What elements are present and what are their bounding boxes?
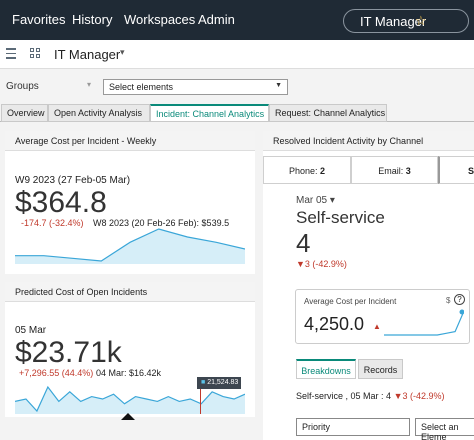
elements-select-value: Select elements <box>109 82 174 92</box>
kpi-value: $23.71k <box>15 336 122 369</box>
channel-label: Phone: <box>288 166 318 176</box>
channel-count-change: ▼3 (-42.9%) <box>296 259 347 269</box>
sparkline-area <box>15 229 245 264</box>
dropdown-value: Priority <box>302 422 331 432</box>
tab-label: Open Activity Analysis <box>54 108 143 118</box>
nav-favorites[interactable]: Favorites <box>12 12 66 27</box>
channel-tab-phone[interactable]: Phone: 2 <box>263 156 351 184</box>
scroll-indicator-icon[interactable] <box>121 413 135 420</box>
select-arrow-icon: ▼ <box>275 82 282 89</box>
date-value: Mar 05 <box>296 195 328 206</box>
weekly-cost-panel: Average Cost per Incident - Weekly W9 20… <box>5 131 255 274</box>
trend-up-icon: ▲ <box>373 322 381 331</box>
workspace-header: IT Manager ▾ <box>0 40 474 69</box>
panel-title: Average Cost per Incident - Weekly <box>5 131 255 151</box>
elements-select[interactable]: Select elements ▼ <box>103 79 288 95</box>
channel-count-value: 4 <box>296 228 311 258</box>
tab-label: Breakdowns <box>301 366 351 376</box>
breakdown-change: ▼3 (-42.9%) <box>393 391 445 401</box>
element-select-dropdown[interactable]: Select an Eleme <box>415 418 474 440</box>
current-app-name: IT Manager <box>360 14 427 29</box>
tab-label: Records <box>363 365 398 375</box>
dropdown-value: Select an Eleme <box>421 422 459 440</box>
tab-request-channel-analytics[interactable]: Request: Channel Analytics <box>269 104 387 122</box>
kpi-comparison: W8 2023 (20 Feb-26 Feb): $539.5 <box>93 218 230 228</box>
panel-title: Predicted Cost of Open Incidents <box>5 282 255 302</box>
channel-count: 2 <box>320 166 326 176</box>
channel-tab-email[interactable]: Email: 3 <box>351 156 438 184</box>
predicted-cost-panel: Predicted Cost of Open Incidents 05 Mar … <box>5 282 255 420</box>
tab-label: Incident: Channel Analytics <box>156 109 265 119</box>
chevron-down-icon[interactable]: ▾ <box>120 47 125 57</box>
card-sparkline <box>384 309 464 336</box>
tab-breakdowns[interactable]: Breakdowns <box>296 359 356 379</box>
tab-label: Overview <box>7 108 45 118</box>
tab-records[interactable]: Records <box>358 359 403 379</box>
groups-label: Groups <box>6 81 39 92</box>
avg-cost-card[interactable]: Average Cost per Incident $ ? 4,250.0 ▲ <box>295 289 470 344</box>
tab-overview[interactable]: Overview <box>1 104 48 122</box>
chart-tooltip: ■ 21,524.83 <box>197 377 241 389</box>
priority-dropdown[interactable]: Priority <box>296 418 410 436</box>
star-icon[interactable]: ☆ <box>415 13 427 28</box>
dashboard-tabs: Overview Open Activity Analysis Incident… <box>0 104 474 122</box>
channel-label: Email: <box>378 166 404 176</box>
nav-history[interactable]: History <box>72 12 113 27</box>
current-app-pill[interactable]: IT Manager ☆ <box>343 9 469 33</box>
chart-cursor-line <box>200 389 201 414</box>
card-title: Average Cost per Incident <box>304 297 397 306</box>
nav-workspaces[interactable]: Workspaces <box>124 12 196 27</box>
grid-icon[interactable] <box>30 48 40 58</box>
channel-label: S <box>468 166 474 176</box>
help-icon[interactable]: ? <box>454 294 465 305</box>
channel-tab-self-service[interactable]: S <box>438 156 474 184</box>
date-selector[interactable]: Mar 05 ▾ <box>296 195 335 206</box>
dollar-icon: $ <box>446 296 451 305</box>
groups-dropdown-icon[interactable]: ▾ <box>87 80 92 89</box>
tab-open-activity-analysis[interactable]: Open Activity Analysis <box>48 104 150 122</box>
kpi-change: +7,296.55 (44.4%) <box>19 368 94 378</box>
channel-count: 3 <box>405 166 411 176</box>
weekly-sparkline <box>15 228 245 264</box>
sparkline-end-point <box>459 309 464 315</box>
menu-icon[interactable] <box>6 48 16 62</box>
tooltip-marker-icon: ■ <box>201 379 206 386</box>
workspace-title[interactable]: IT Manager <box>54 47 121 62</box>
sparkline-line <box>384 310 464 336</box>
filter-bar: Groups ▾ Select elements ▼ <box>0 70 474 104</box>
kpi-comparison: 04 Mar: $16.42k <box>96 368 162 378</box>
nav-admin[interactable]: Admin <box>198 12 235 27</box>
breakdown-summary: Self-service , 05 Mar : 4 ▼3 (-42.9%) <box>296 391 445 401</box>
tooltip-value: 21,524.83 <box>207 379 239 386</box>
sparkline-line <box>15 385 245 413</box>
breakdown-summary-text: Self-service , 05 Mar : 4 <box>296 391 392 401</box>
card-value: 4,250.0 <box>304 314 365 334</box>
kpi-change: -174.7 (-32.4%) <box>21 218 84 228</box>
tab-label: Request: Channel Analytics <box>275 108 386 118</box>
predicted-sparkline <box>15 385 245 414</box>
panel-title: Resolved Incident Activity by Channel <box>263 131 474 151</box>
chevron-down-icon: ▾ <box>329 195 335 206</box>
top-navigation: Favorites History Workspaces Admin IT Ma… <box>0 0 474 40</box>
period-label: W9 2023 (27 Feb-05 Mar) <box>15 175 131 186</box>
kpi-value: $364.8 <box>15 186 107 219</box>
period-label: 05 Mar <box>15 325 47 336</box>
tab-incident-channel-analytics[interactable]: Incident: Channel Analytics <box>150 104 269 122</box>
channel-name: Self-service <box>296 208 385 227</box>
sparkline-line <box>15 228 245 262</box>
